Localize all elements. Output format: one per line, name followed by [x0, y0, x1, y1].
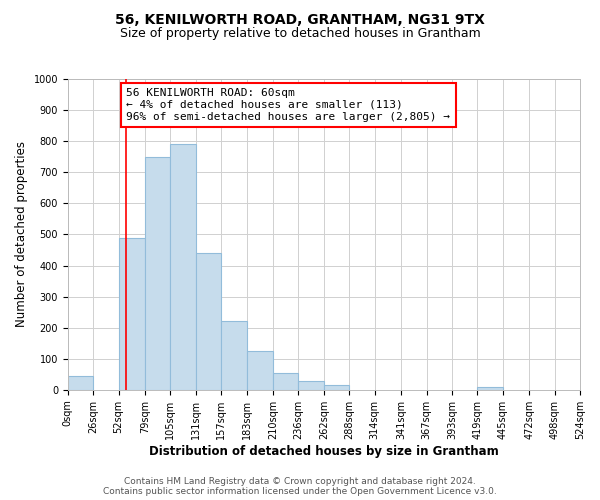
Bar — [221, 322, 247, 390]
Y-axis label: Number of detached properties: Number of detached properties — [15, 142, 28, 328]
Text: 56, KENILWORTH ROAD, GRANTHAM, NG31 9TX: 56, KENILWORTH ROAD, GRANTHAM, NG31 9TX — [115, 12, 485, 26]
Bar — [170, 144, 196, 390]
Bar — [68, 376, 93, 390]
Bar — [145, 156, 170, 390]
Bar — [196, 253, 221, 390]
X-axis label: Distribution of detached houses by size in Grantham: Distribution of detached houses by size … — [149, 444, 499, 458]
Bar — [324, 385, 349, 390]
Bar — [273, 373, 298, 390]
Bar — [298, 380, 324, 390]
Text: Size of property relative to detached houses in Grantham: Size of property relative to detached ho… — [119, 28, 481, 40]
Text: Contains HM Land Registry data © Crown copyright and database right 2024.: Contains HM Land Registry data © Crown c… — [124, 477, 476, 486]
Bar — [247, 351, 273, 390]
Text: Contains public sector information licensed under the Open Government Licence v3: Contains public sector information licen… — [103, 487, 497, 496]
Bar — [119, 238, 145, 390]
Bar — [478, 386, 503, 390]
Text: 56 KENILWORTH ROAD: 60sqm
← 4% of detached houses are smaller (113)
96% of semi-: 56 KENILWORTH ROAD: 60sqm ← 4% of detach… — [127, 88, 451, 122]
